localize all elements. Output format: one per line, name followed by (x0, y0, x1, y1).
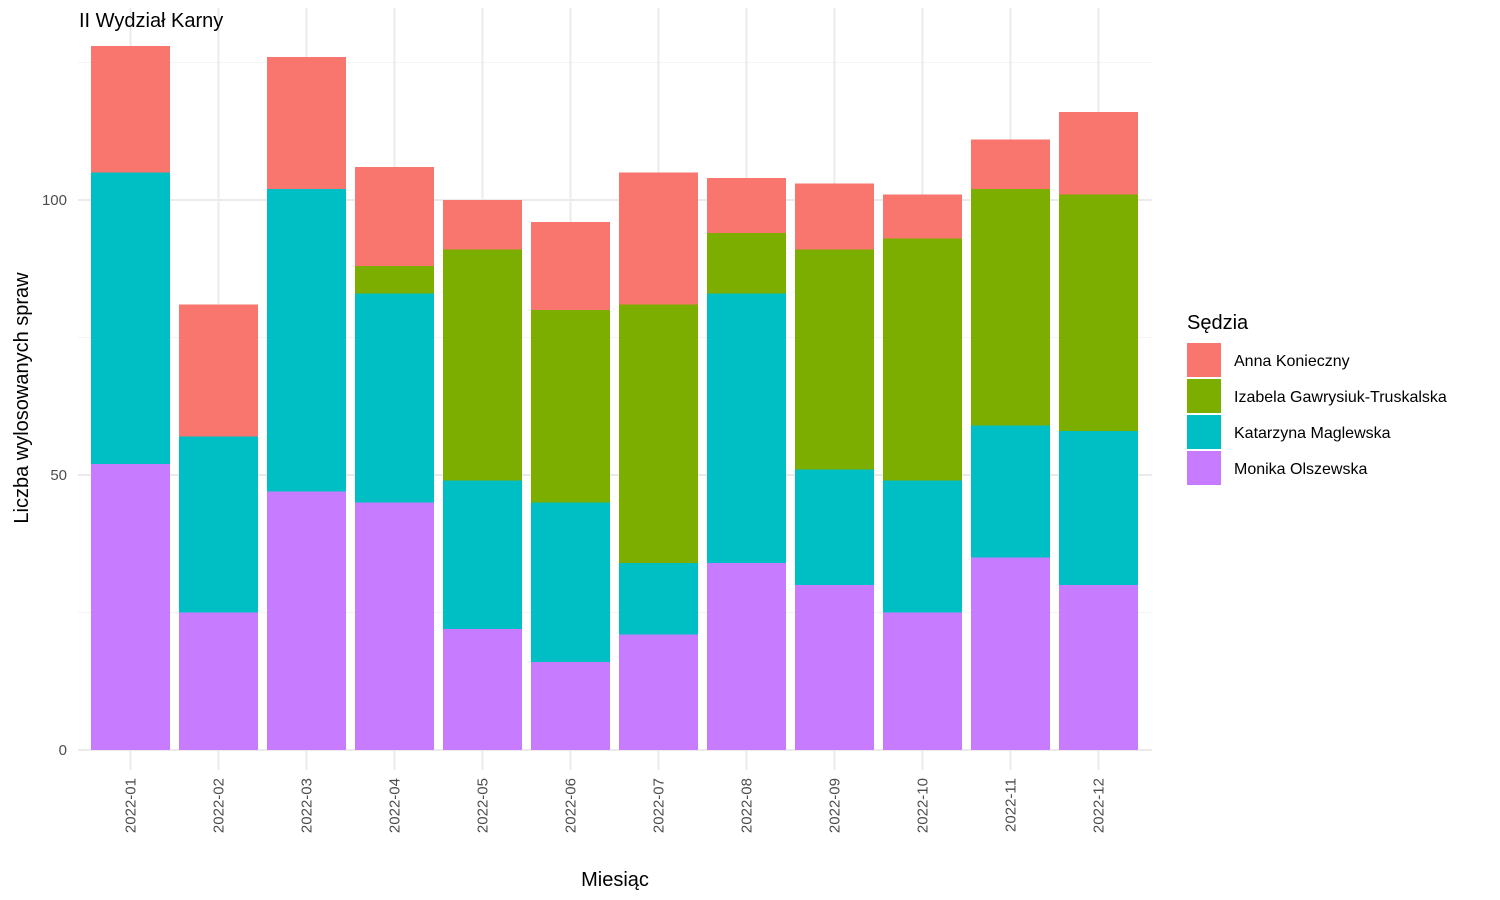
legend: Sędzia Anna Konieczny Izabela Gawrysiuk-T… (1187, 312, 1447, 485)
bar-segment (795, 249, 874, 470)
legend-label: Anna Konieczny (1234, 353, 1350, 370)
y-tick-label: 100 (42, 192, 67, 209)
y-axis-title: Liczba wylosowanych spraw (11, 272, 33, 524)
bar-segment (619, 172, 698, 305)
bar-segment (443, 249, 522, 481)
x-tick-label: 2022-03 (299, 778, 316, 833)
y-tick-label: 50 (50, 467, 67, 484)
x-tick-label: 2022-08 (739, 778, 756, 833)
x-tick-label: 2022-11 (1003, 778, 1020, 832)
bar-segment (971, 557, 1050, 750)
x-axis-title: Miesiąc (581, 869, 649, 891)
bar-segment (443, 629, 522, 750)
legend-key (1187, 451, 1221, 485)
bar-segment (971, 139, 1050, 189)
bar-segment (91, 464, 170, 750)
bar-segment (179, 612, 258, 750)
x-tick-label: 2022-07 (651, 778, 668, 833)
bar-segment (707, 233, 786, 294)
bar-segment (1059, 431, 1138, 585)
bar-segment (531, 222, 610, 310)
bar-segment (1059, 112, 1138, 195)
legend-label: Izabela Gawrysiuk-Truskalska (1234, 389, 1447, 406)
bar-segment (795, 469, 874, 585)
bar-segment (1059, 585, 1138, 750)
bar-segment (531, 310, 610, 503)
x-tick-label: 2022-01 (123, 778, 140, 833)
bar-segment (355, 502, 434, 750)
legend-key (1187, 379, 1221, 413)
bar-segment (795, 183, 874, 250)
bar-segment (619, 563, 698, 635)
x-tick-label: 2022-04 (387, 778, 404, 833)
bar-segment (707, 563, 786, 750)
bar-segment (531, 662, 610, 750)
x-tick-label: 2022-02 (211, 778, 228, 833)
bar-segment (443, 200, 522, 250)
bar-segment (883, 238, 962, 481)
bar-segment (443, 480, 522, 629)
bar-segment (971, 425, 1050, 558)
legend-label: Katarzyna Maglewska (1234, 425, 1391, 442)
y-tick-label: 0 (59, 742, 67, 759)
bar-segment (91, 46, 170, 173)
bar-segment (267, 57, 346, 189)
bar-segment (267, 189, 346, 492)
bars (91, 46, 1138, 750)
x-tick-label: 2022-06 (563, 778, 580, 833)
bar-segment (707, 293, 786, 563)
y-axis-ticks: 0 50 100 (42, 192, 67, 759)
bar-segment (619, 634, 698, 750)
x-tick-label: 2022-10 (915, 778, 932, 833)
bar-segment (267, 491, 346, 750)
chart-title: II Wydział Karny (79, 10, 223, 32)
bar-segment (883, 194, 962, 239)
bar-segment (91, 172, 170, 464)
bar-segment (707, 178, 786, 233)
x-tick-label: 2022-05 (475, 778, 492, 833)
legend-key (1187, 343, 1221, 377)
x-tick-label: 2022-12 (1091, 778, 1108, 833)
bar-segment (179, 304, 258, 437)
bar-segment (883, 612, 962, 750)
bar-segment (531, 502, 610, 662)
bar-segment (355, 167, 434, 266)
bar-segment (795, 585, 874, 750)
bar-segment (883, 480, 962, 613)
x-tick-label: 2022-09 (827, 778, 844, 833)
legend-title: Sędzia (1187, 312, 1249, 334)
bar-segment (179, 436, 258, 613)
bar-segment (1059, 194, 1138, 431)
bar-segment (355, 293, 434, 503)
bar-segment (971, 189, 1050, 426)
bar-segment (619, 304, 698, 563)
x-axis-ticks: 2022-01 2022-02 2022-03 2022-04 2022-05 2022-… (123, 778, 1108, 833)
legend-label: Monika Olszewska (1234, 461, 1367, 478)
bar-segment (355, 266, 434, 294)
legend-key (1187, 415, 1221, 449)
